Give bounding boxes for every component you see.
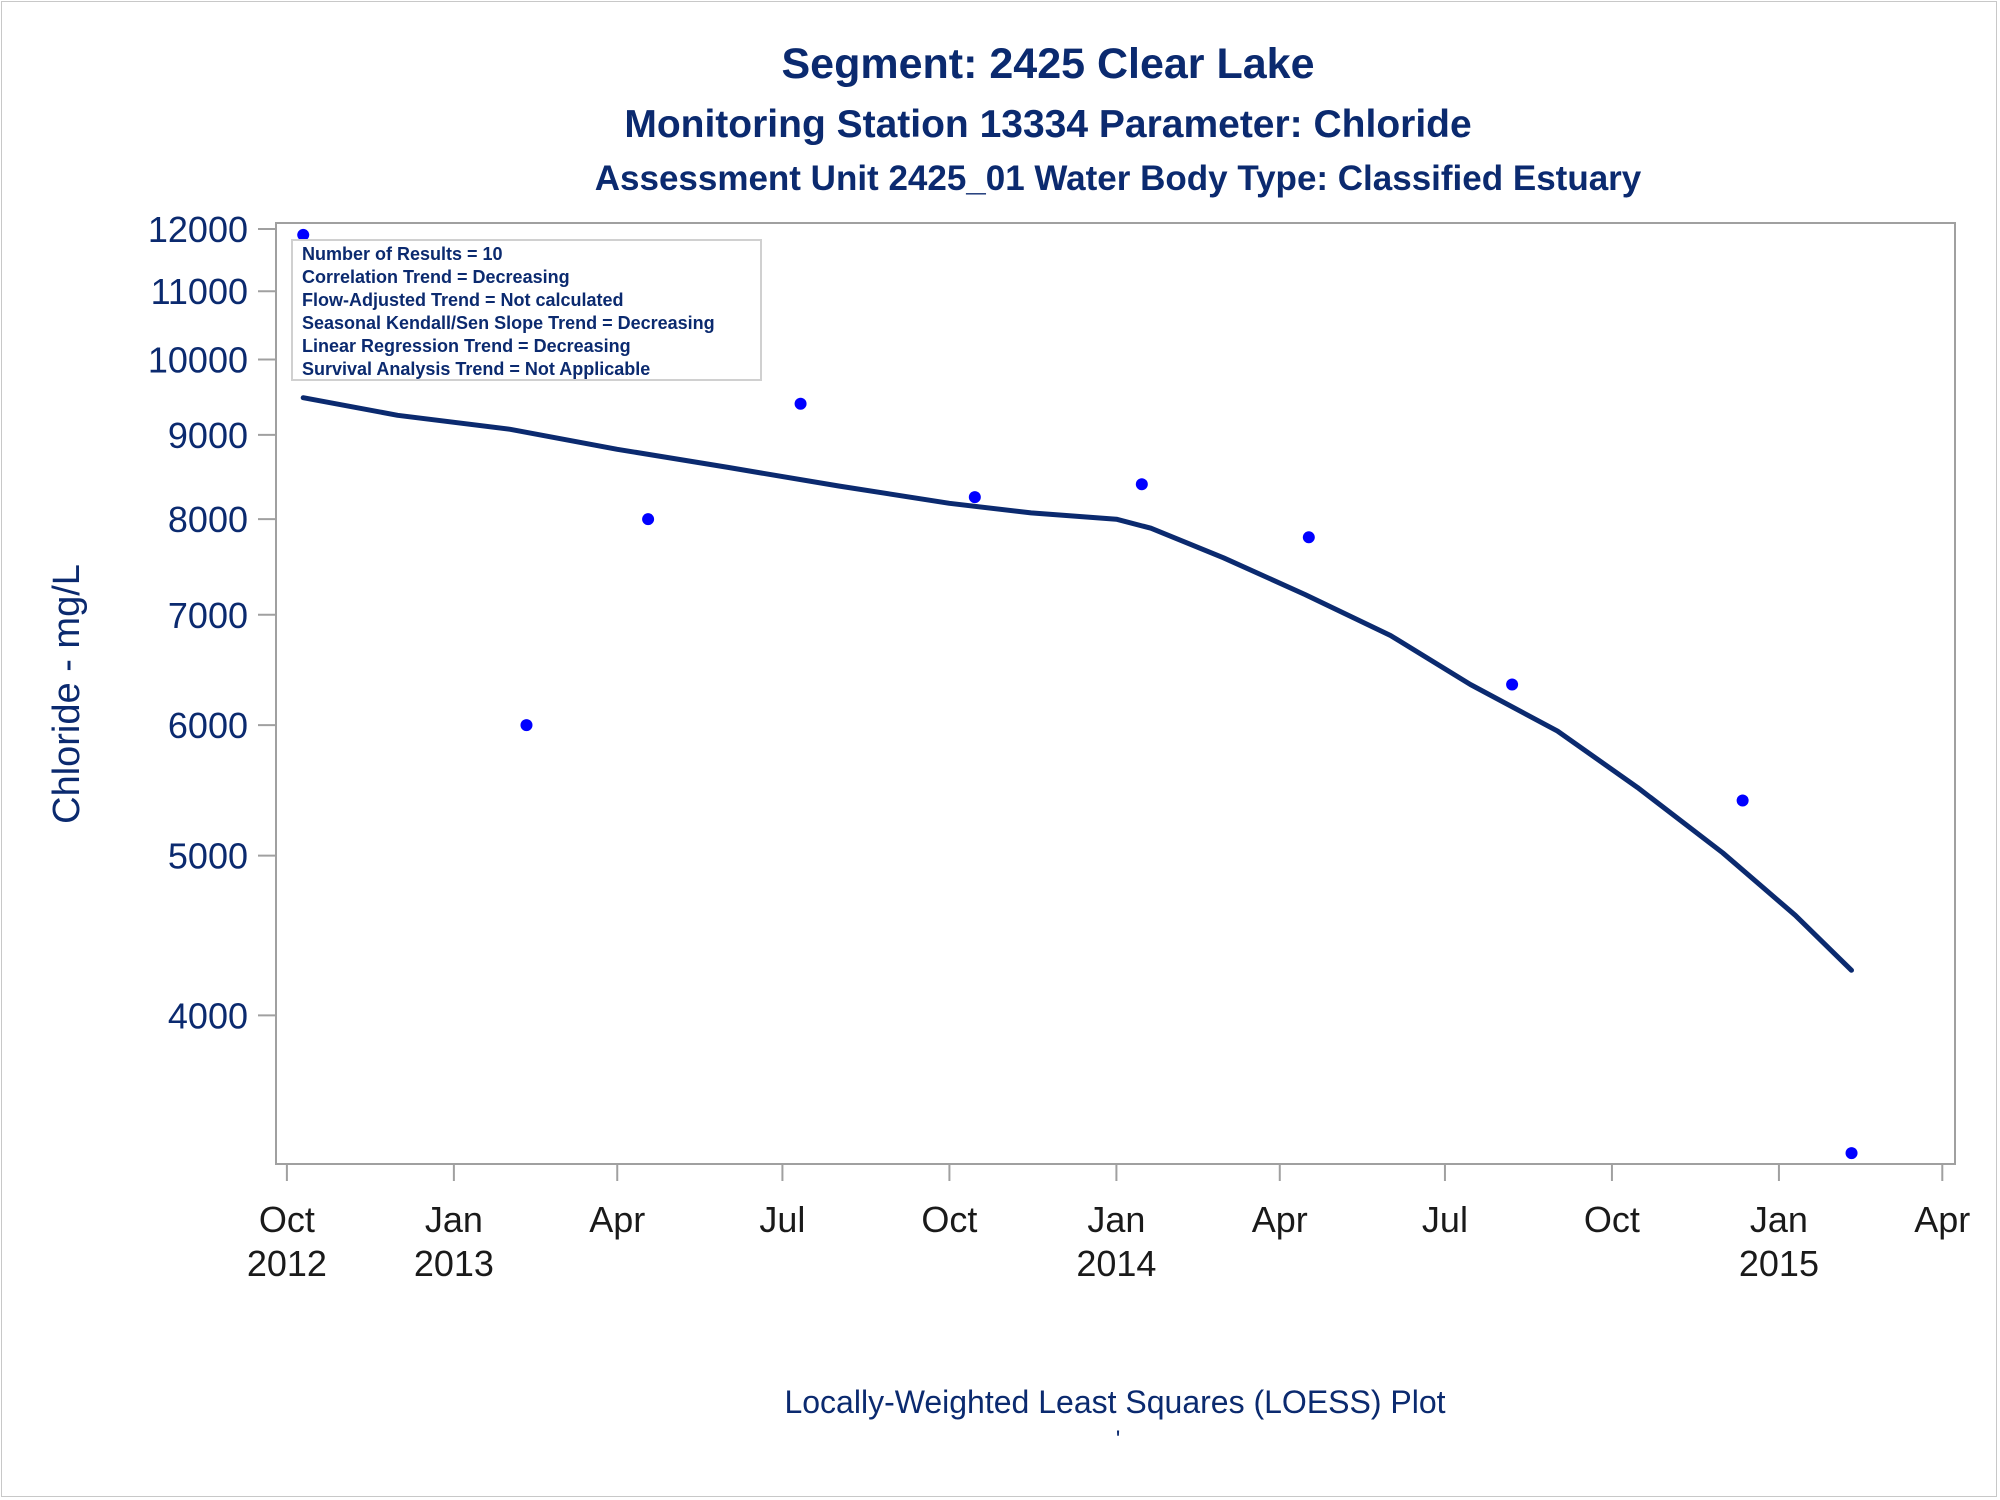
x-tick-label-month: Jul xyxy=(759,1199,805,1240)
x-tick-label-month: Apr xyxy=(589,1199,645,1240)
data-point xyxy=(794,397,807,410)
loess-curve-layer xyxy=(300,395,1854,973)
y-tick-label: 5000 xyxy=(168,836,248,877)
chart-subtitle-2: Assessment Unit 2425_01 Water Body Type:… xyxy=(595,159,1642,198)
stats-line: Survival Analysis Trend = Not Applicable xyxy=(302,359,650,379)
data-point xyxy=(1302,531,1315,544)
x-tick-label-year: 2013 xyxy=(414,1243,494,1284)
stats-line: Flow-Adjusted Trend = Not calculated xyxy=(302,290,624,310)
y-tick-label: 10000 xyxy=(148,339,248,380)
chart-subtitle: Monitoring Station 13334 Parameter: Chlo… xyxy=(624,103,1471,146)
x-tick-label-year: 2015 xyxy=(1739,1243,1819,1284)
y-tick-label: 7000 xyxy=(168,595,248,636)
y-tick-label: 8000 xyxy=(168,499,248,540)
data-point xyxy=(968,491,981,504)
x-tick-label-month: Oct xyxy=(1584,1199,1640,1240)
y-tick-label: 9000 xyxy=(168,415,248,456)
x-tick-label-year: 2014 xyxy=(1076,1243,1156,1284)
y-tick-label: 6000 xyxy=(168,705,248,746)
data-point xyxy=(642,513,655,526)
y-tick-label: 12000 xyxy=(148,209,248,250)
data-point xyxy=(1506,678,1519,691)
x-tick-label-month: Oct xyxy=(259,1199,315,1240)
data-point xyxy=(1845,1147,1858,1160)
loess-curve xyxy=(300,395,1854,973)
footnote-mark: ' xyxy=(1116,1426,1121,1453)
stats-line: Number of Results = 10 xyxy=(302,244,503,264)
stats-line: Linear Regression Trend = Decreasing xyxy=(302,336,631,356)
data-point xyxy=(1736,794,1749,807)
x-tick-label-month: Oct xyxy=(921,1199,977,1240)
x-tick-label-year: 2012 xyxy=(247,1243,327,1284)
footnote: Locally-Weighted Least Squares (LOESS) P… xyxy=(784,1384,1445,1420)
y-axis-label: Chloride - mg/L xyxy=(46,564,88,824)
y-tick-label: 4000 xyxy=(168,995,248,1036)
y-tick-label: 11000 xyxy=(151,271,248,312)
y-axis: 4000 5000 6000 7000 8000 9000 10000 11000 12000 xyxy=(148,209,276,1036)
chart-title: Segment: 2425 Clear Lake xyxy=(782,40,1315,88)
data-point xyxy=(1135,478,1148,491)
stats-line: Correlation Trend = Decreasing xyxy=(302,267,570,287)
x-tick-label-month: Apr xyxy=(1252,1199,1308,1240)
data-point xyxy=(297,228,310,241)
x-tick-label-month: Jul xyxy=(1422,1199,1468,1240)
data-point xyxy=(520,719,533,732)
stats-box-border xyxy=(291,239,762,381)
x-tick-label-month: Apr xyxy=(1914,1199,1970,1240)
x-tick-label-month: Jan xyxy=(1750,1199,1808,1240)
data-points-layer xyxy=(297,228,1858,1160)
x-tick-label-month: Jan xyxy=(425,1199,483,1240)
x-tick-label-month: Jan xyxy=(1087,1199,1145,1240)
trend-stats-box: Number of Results = 10 Correlation Trend … xyxy=(291,239,762,381)
stats-line: Seasonal Kendall/Sen Slope Trend = Decre… xyxy=(302,313,715,333)
